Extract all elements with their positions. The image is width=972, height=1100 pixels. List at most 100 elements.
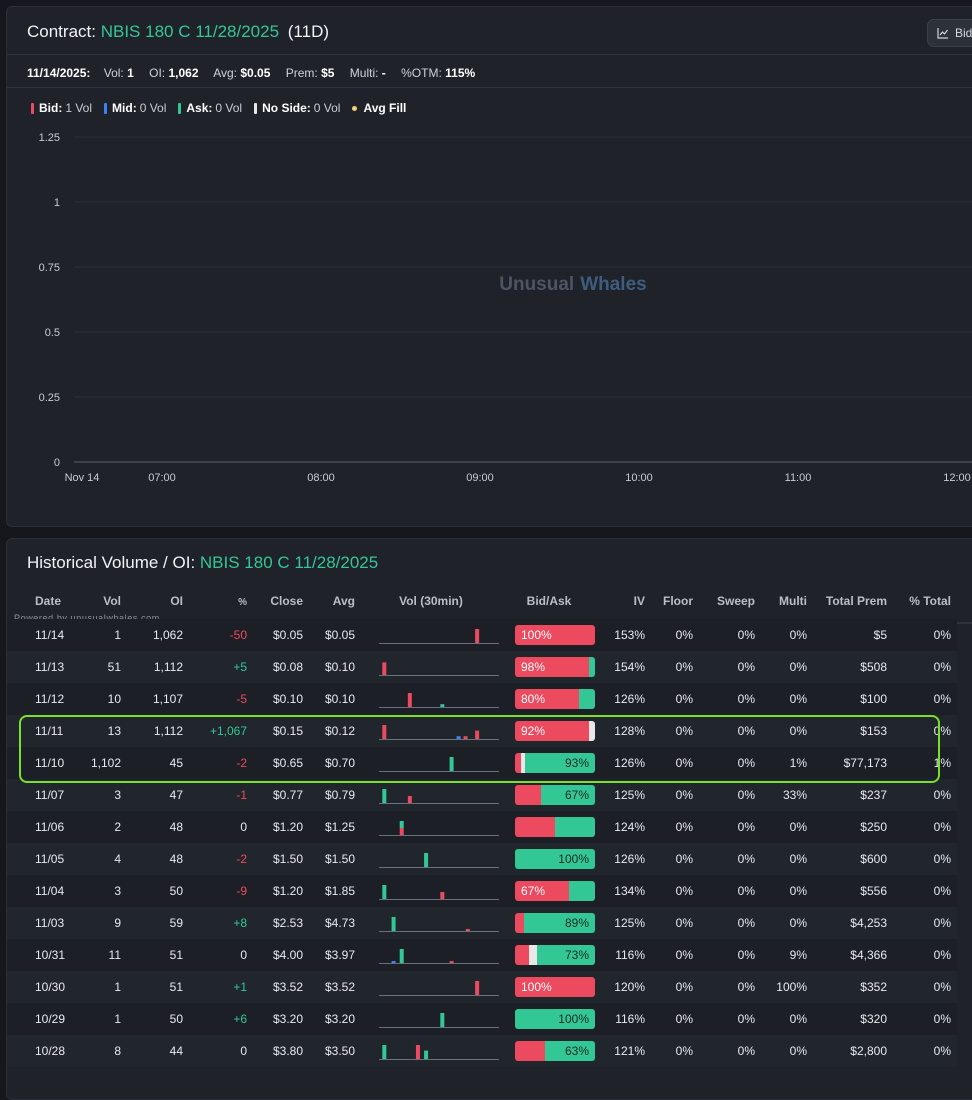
ask-pct-label: 67% [564, 788, 589, 802]
x-tick-label: 07:00 [148, 472, 176, 484]
table-row[interactable]: 11/13 51 1,112 +5 $0.08 $0.10 98% 154% 0% 0% 0% $50… [7, 651, 957, 683]
table-row[interactable]: 10/31 11 51 0 $4.00 $3.97 73% 116% 0% 0% 9% $4,366 0… [7, 939, 957, 971]
legend-ask[interactable]: Ask: 0 Vol [178, 101, 242, 115]
date-cell: 10/28 [35, 1044, 66, 1058]
total-prem-cell: $237 [860, 788, 887, 802]
column-header[interactable]: % [189, 583, 253, 619]
legend-bid[interactable]: Bid: 1 Vol [31, 101, 92, 115]
watermark: Unusual Whales [499, 274, 646, 295]
column-header[interactable]: Vol (30min) [399, 594, 463, 608]
stats-vol: 1 [127, 66, 134, 80]
oi-change-cell: +8 [233, 916, 247, 930]
oi-cell: 51 [169, 980, 183, 994]
y-tick-label: 1 [54, 197, 60, 209]
column-header[interactable]: Multi [779, 594, 807, 608]
column-header[interactable]: Avg [332, 594, 355, 608]
bid-segment [515, 945, 529, 965]
x-tick-label: 08:00 [307, 472, 335, 484]
table-row[interactable]: 11/03 9 59 +8 $2.53 $4.73 89% 125% 0% 0% 0% $4,253 0… [7, 907, 957, 939]
ask-segment [588, 657, 595, 677]
spark-bar [382, 1045, 387, 1059]
legend-mid[interactable]: Mid: 0 Vol [104, 101, 166, 115]
column-header[interactable]: Vol [103, 594, 121, 608]
legend-avgfill[interactable]: Avg Fill [352, 101, 409, 115]
table-row[interactable]: 11/11 13 1,112 +1,067 $0.15 $0.12 92% 128% 0% 0% 0… [7, 715, 957, 747]
close-cell: $0.77 [272, 788, 303, 802]
column-header[interactable]: Date [35, 594, 62, 608]
total-prem-cell: $250 [860, 820, 887, 834]
iv-cell: 153% [614, 628, 645, 642]
table-row[interactable]: 10/29 1 50 +6 $3.20 $3.20 100% 116% 0% 0% 0% $320 0% [7, 1003, 957, 1035]
bid-pct-label: 100% [521, 980, 552, 994]
table-row[interactable]: 11/07 3 47 -1 $0.77 $0.79 67% 125% 0% 0% 33% $237 0% [7, 779, 957, 811]
date-cell: 10/31 [35, 948, 66, 962]
table-row[interactable]: 11/04 3 50 -9 $1.20 $1.85 67% 134% 0% 0% 0% $556 0% [7, 875, 957, 907]
close-cell: $4.00 [272, 948, 303, 962]
vol-cell: 1 [114, 1012, 121, 1026]
iv-cell: 121% [614, 1044, 645, 1058]
bid-segment [515, 913, 524, 933]
ask-pct-label: 100% [558, 1012, 589, 1026]
bid-ask-bar: 100% [515, 1009, 595, 1029]
legend-mid-value: 0 Vol [139, 101, 167, 115]
chart-mode-button[interactable]: Bid [927, 19, 972, 47]
date-cell: 11/13 [35, 660, 65, 674]
vol-30min-cell [361, 875, 501, 907]
column-header[interactable]: OI [170, 594, 183, 608]
contract-symbol[interactable]: NBIS 180 C 11/28/2025 [100, 22, 280, 41]
multi-cell: 0% [789, 660, 807, 674]
bid-pct-label: 92% [521, 724, 546, 738]
bid-ask-cell: 80% [501, 683, 597, 715]
vol-sparkline [379, 629, 499, 644]
stats-avg: $0.05 [240, 66, 271, 80]
legend-noside[interactable]: No Side: 0 Vol [254, 101, 340, 115]
oi-change-cell: -50 [229, 628, 247, 642]
bid-segment [515, 817, 555, 837]
table-row[interactable]: 10/30 1 51 +1 $3.52 $3.52 100% 120% 0% 0% 100% $352… [7, 971, 957, 1003]
table-row[interactable]: 11/06 2 48 0 $1.20 $1.25 124% 0% 0% 0% $250 0% [7, 811, 957, 843]
date-cell: 11/04 [35, 884, 65, 898]
contract-title: Contract: NBIS 180 C 11/28/2025 (11D) [27, 22, 329, 42]
historical-title-symbol[interactable]: NBIS 180 C 11/28/2025 [199, 553, 379, 572]
table-row[interactable]: 10/28 8 44 0 $3.80 $3.50 63% 121% 0% 0% 0% $2,800 0% [7, 1035, 957, 1067]
close-cell: $3.80 [272, 1044, 303, 1058]
table-row[interactable]: 11/05 4 48 -2 $1.50 $1.50 100% 126% 0% 0% 0% $600 0% [7, 843, 957, 875]
ask-pct-label: 89% [564, 916, 589, 930]
oi-cell: 45 [169, 756, 183, 770]
ask-segment [555, 817, 595, 837]
floor-cell: 0% [675, 660, 693, 674]
iv-cell: 128% [614, 724, 645, 738]
pct-total-cell: 0% [933, 916, 951, 930]
floor-cell: 0% [675, 820, 693, 834]
column-header[interactable]: Bid/Ask [526, 594, 572, 608]
floor-cell: 0% [675, 788, 693, 802]
spark-bar [399, 821, 404, 828]
column-header[interactable]: Sweep [716, 594, 755, 608]
noside-segment [520, 753, 526, 773]
table-row[interactable]: 11/12 10 1,107 -5 $0.10 $0.10 80% 126% 0% 0% 0% $10… [7, 683, 957, 715]
table-row[interactable]: 11/14 1 1,062 -50 $0.05 $0.05 100% 153% 0% 0% 0% $5… [7, 619, 957, 651]
oi-cell: 47 [169, 788, 183, 802]
spark-bar [391, 917, 396, 931]
total-prem-cell: $556 [860, 884, 887, 898]
date-cell: 11/11 [35, 724, 64, 738]
iv-cell: 126% [614, 852, 645, 866]
date-cell: 10/29 [35, 1012, 66, 1026]
total-prem-cell: $5 [873, 628, 887, 642]
column-header[interactable]: IV [633, 594, 645, 608]
vol-sparkline [379, 789, 499, 804]
column-header[interactable]: Total Prem [825, 594, 887, 608]
total-prem-cell: $77,173 [843, 756, 887, 770]
column-header[interactable]: % Total [909, 594, 951, 608]
bid-segment [515, 881, 569, 901]
date-cell: 11/10 [35, 756, 65, 770]
sweep-cell: 0% [737, 628, 755, 642]
ask-segment [523, 913, 595, 933]
vol-sparkline [379, 1013, 499, 1028]
legend-mid-label: Mid: [112, 101, 137, 115]
bid-segment [515, 753, 521, 773]
column-header[interactable]: Close [270, 594, 303, 608]
table-row[interactable]: 11/10 1,102 45 -2 $0.65 $0.70 93% 126% 0% 0% 1% $77… [7, 747, 957, 779]
column-header[interactable]: Floor [663, 594, 693, 608]
